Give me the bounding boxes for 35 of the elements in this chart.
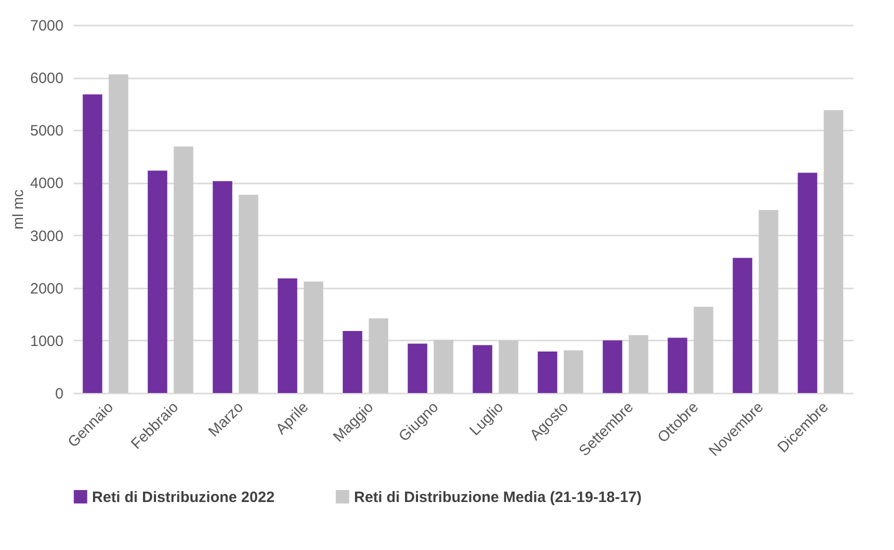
bar (732, 258, 752, 393)
bar (408, 344, 428, 393)
bar (304, 282, 324, 393)
bar (538, 351, 558, 393)
y-tick-label: 0 (55, 386, 64, 402)
bar (148, 170, 168, 393)
bar (602, 340, 622, 393)
bar (628, 335, 648, 393)
y-tick-label: 1000 (30, 332, 64, 350)
bar (564, 350, 584, 393)
bar (434, 340, 454, 393)
bar (824, 110, 844, 393)
bar (174, 146, 194, 393)
y-tick-label: 3000 (30, 228, 64, 245)
bar (82, 94, 102, 393)
legend-label: Reti di Distribuzione 2022 (92, 488, 275, 506)
y-tick-label: 2000 (30, 280, 64, 298)
bar (368, 318, 388, 393)
y-tick-label: 4000 (30, 175, 64, 192)
bar (108, 74, 128, 393)
bar (342, 330, 362, 393)
bar (498, 340, 518, 393)
y-tick-label: 6000 (30, 70, 64, 88)
bar (238, 194, 258, 393)
bar (278, 278, 298, 393)
bar (212, 181, 232, 393)
legend-label: Reti di Distribuzione Media (21-19-18-17) (354, 488, 642, 506)
bar (758, 210, 778, 393)
y-tick-label: 7000 (30, 18, 64, 34)
bar (668, 338, 688, 393)
bar (694, 306, 714, 393)
y-tick-label: 5000 (30, 122, 64, 140)
bar (798, 172, 818, 393)
y-axis-title: ml mc (10, 189, 28, 230)
bar (472, 345, 492, 393)
